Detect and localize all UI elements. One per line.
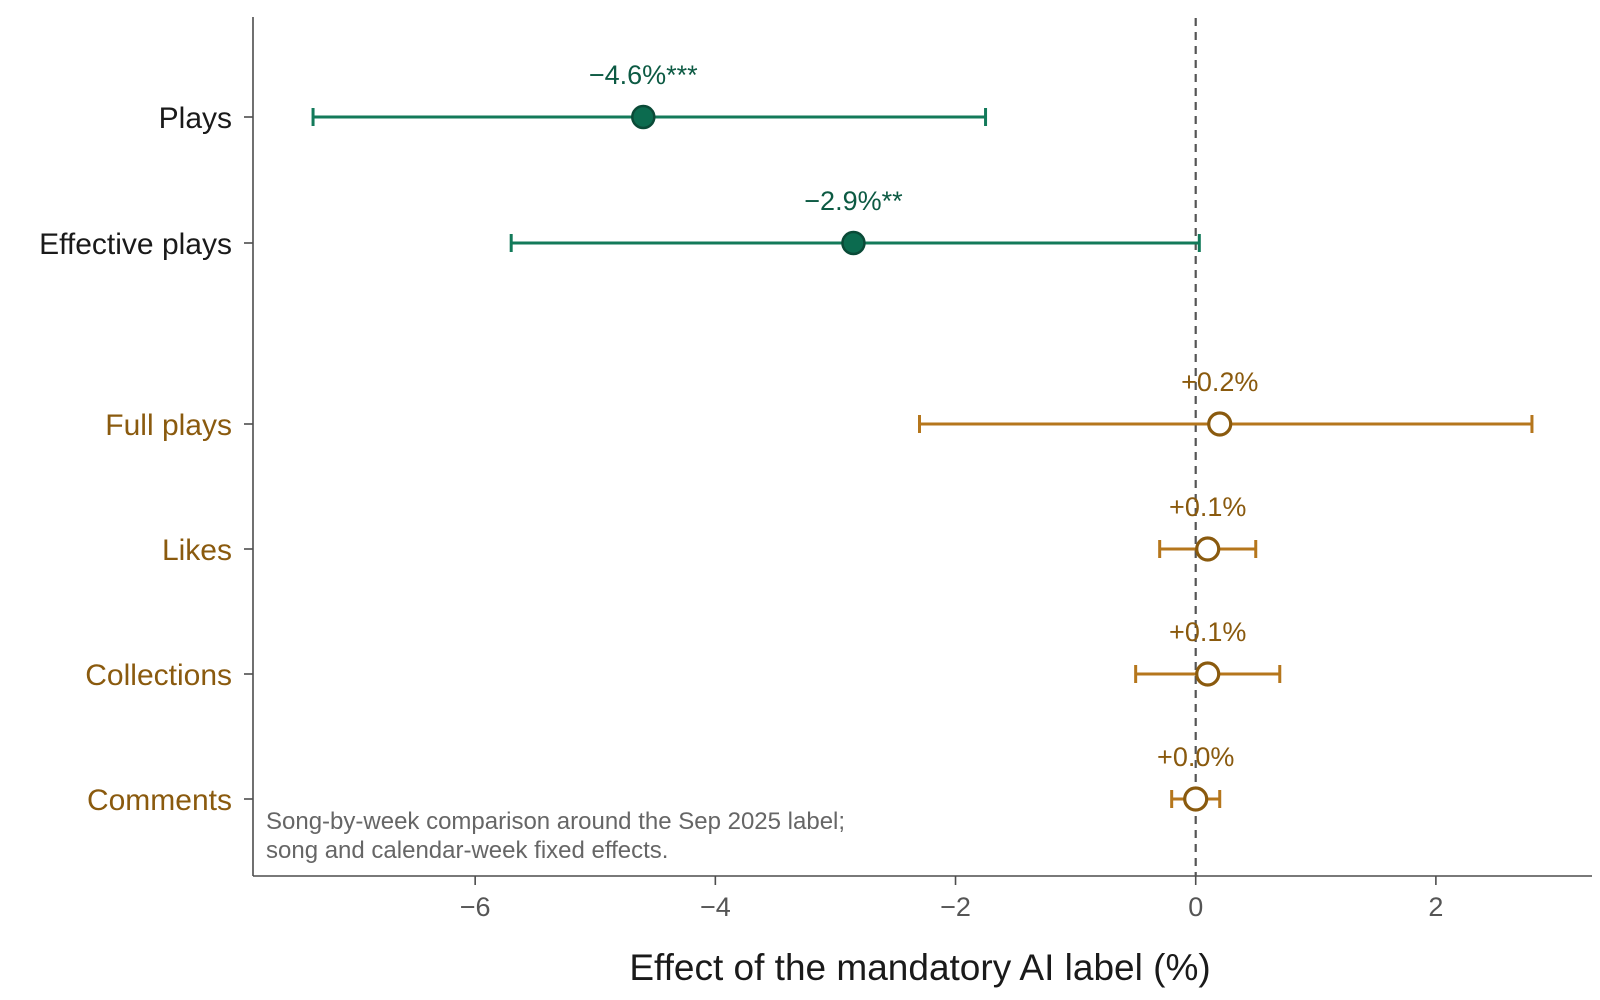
x-tick-label: 0 [1188, 892, 1203, 922]
estimate-label: +0.0% [1157, 742, 1234, 772]
estimate-row: Comments +0.0% [87, 742, 1234, 817]
point-estimate [841, 230, 866, 256]
x-tick-label: −2 [940, 892, 971, 922]
category-label: Plays [159, 102, 232, 135]
x-axis-title: Effect of the mandatory AI label (%) [629, 947, 1210, 988]
x-tick-label: −6 [460, 892, 491, 922]
category-label: Collections [85, 659, 232, 692]
note: Song-by-week comparison around the Sep 2… [266, 808, 845, 864]
x-tick-label: −4 [700, 892, 731, 922]
estimate-row: Effective plays −2.9%** [39, 186, 1201, 261]
estimate-row: Plays −4.6%*** [159, 60, 988, 135]
estimate-label: +0.2% [1181, 367, 1258, 397]
estimate-row: Likes +0.1% [162, 492, 1258, 567]
estimate-label: +0.1% [1169, 492, 1246, 522]
note-line-1: Song-by-week comparison around the Sep 2… [266, 808, 845, 835]
category-label: Likes [162, 534, 232, 567]
point-estimate [1183, 786, 1209, 812]
estimate-row: Full plays +0.2% [105, 367, 1534, 442]
estimate-label: −4.6%*** [589, 60, 698, 90]
estimate-rows: Plays −4.6%*** Effective plays −2.9%** Full … [39, 60, 1534, 817]
point-estimate [1207, 411, 1233, 437]
category-label: Comments [87, 784, 232, 817]
point-estimate [1195, 536, 1221, 562]
category-label: Effective plays [39, 228, 232, 261]
x-ticks: −6 −4 −2 0 2 [460, 876, 1443, 922]
note-line-2: song and calendar-week fixed effects. [266, 837, 668, 864]
estimate-row: Collections +0.1% [85, 617, 1282, 692]
category-label: Full plays [105, 409, 232, 442]
x-tick-label: 2 [1428, 892, 1443, 922]
point-estimate [631, 104, 656, 130]
estimate-label: +0.1% [1169, 617, 1246, 647]
axes [252, 17, 1592, 877]
point-estimate [1195, 661, 1221, 687]
estimate-label: −2.9%** [804, 186, 903, 216]
